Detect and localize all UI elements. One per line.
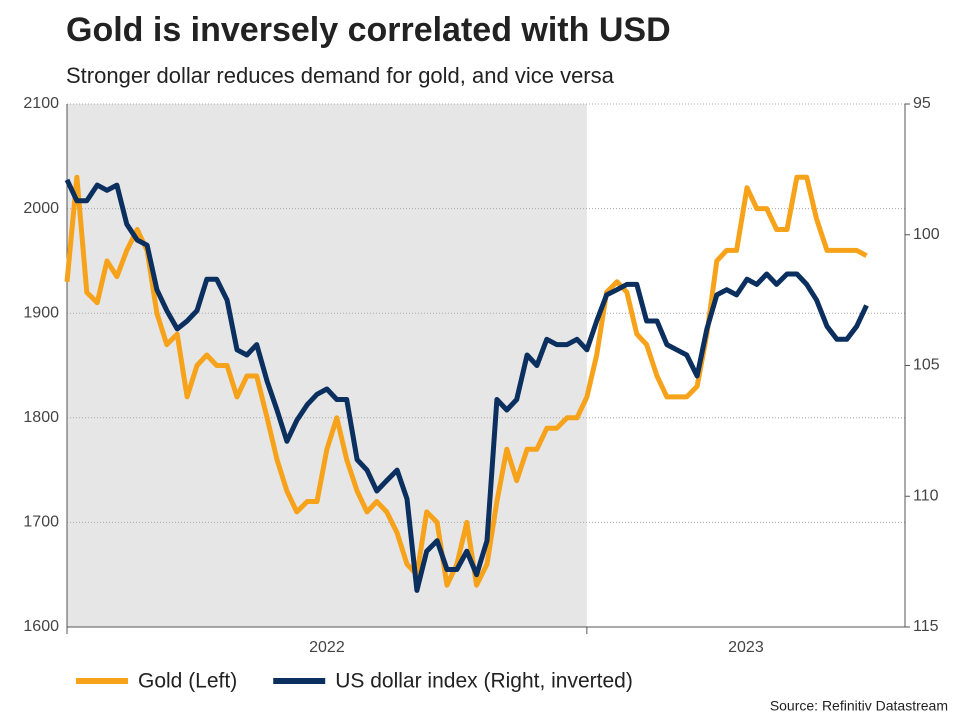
y-tick-label: 1700	[23, 514, 59, 531]
y-tick-label: 1800	[23, 409, 59, 426]
y-tick-label: 2100	[23, 95, 59, 112]
y2-tick-label: 105	[913, 357, 940, 374]
y-tick-label: 2000	[23, 200, 59, 217]
x-tick-label: 2022	[309, 639, 345, 656]
series-line	[64, 178, 869, 593]
chart-subtitle: Stronger dollar reduces demand for gold,…	[66, 63, 615, 88]
legend-label: Gold (Left)	[138, 670, 237, 693]
y2-tick-label: 100	[913, 226, 940, 243]
y2-tick-label: 95	[913, 95, 931, 112]
source: Source: Refinitiv Datastream	[770, 698, 948, 714]
series-line	[64, 174, 868, 588]
y-tick-label: 1600	[23, 618, 59, 635]
shaded-period	[67, 104, 587, 627]
y2-tick-label: 110	[913, 487, 939, 504]
legend-label: US dollar index (Right, inverted)	[335, 670, 633, 693]
y-tick-label: 1900	[23, 304, 59, 321]
chart-title: Gold is inversely correlated with USD	[66, 11, 671, 49]
x-tick-label: 2023	[728, 639, 764, 656]
y2-tick-label: 115	[913, 618, 939, 635]
